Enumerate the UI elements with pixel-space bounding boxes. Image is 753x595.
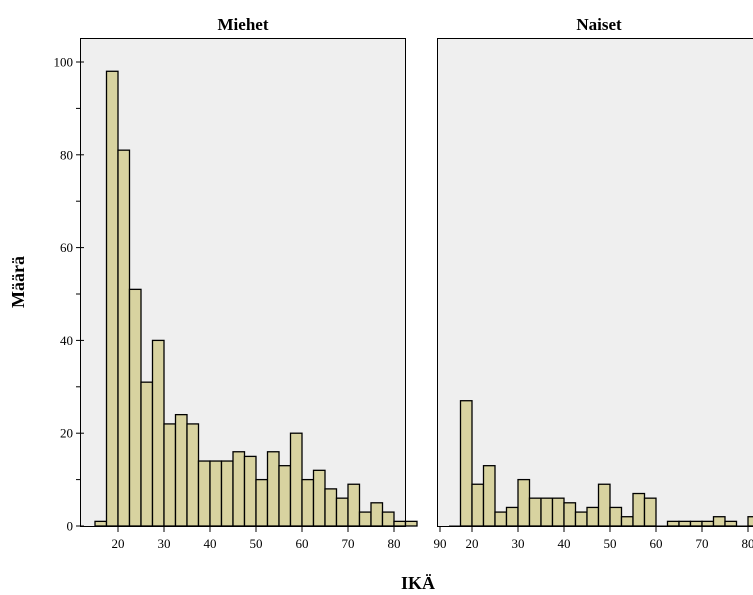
histogram-bar — [620, 516, 634, 527]
x-tick-label: 50 — [250, 536, 263, 551]
histogram-bar — [117, 149, 131, 527]
histogram-bar — [505, 506, 519, 527]
panel-naiset-bars — [449, 400, 753, 527]
histogram-bar — [724, 520, 738, 527]
histogram-bar — [94, 520, 108, 527]
histogram-bar — [404, 520, 418, 527]
y-tick-label: 80 — [60, 147, 73, 162]
histogram-bar — [197, 460, 211, 527]
x-tick-label: 60 — [296, 536, 309, 551]
panel-miehet-title: Miehet — [218, 15, 269, 34]
x-tick-label: 60 — [650, 536, 663, 551]
panel-miehet-x-ticks: 20 30 40 50 60 70 80 90 — [112, 526, 447, 551]
y-tick-label: 100 — [54, 55, 74, 70]
x-tick-label: 20 — [466, 536, 479, 551]
histogram-bar — [151, 339, 165, 527]
histogram-bar — [597, 483, 611, 527]
histogram-bar — [540, 497, 554, 527]
histogram-bar — [209, 460, 223, 527]
histogram-bar — [358, 511, 372, 527]
y-tick-label: 0 — [67, 519, 74, 534]
histogram-bar — [232, 451, 246, 527]
panel-miehet: Miehet 20 30 40 50 60 70 80 90 0 20 40 60 80 100 — [54, 15, 447, 551]
x-tick-label: 90 — [434, 536, 447, 551]
histogram-bar — [347, 483, 361, 527]
histogram-bar — [393, 520, 407, 527]
histogram-bar — [563, 502, 577, 527]
panel-naiset-plot-area — [437, 38, 753, 527]
histogram-bar — [324, 488, 338, 527]
histogram-bar — [243, 455, 257, 527]
histogram-bar — [220, 460, 234, 527]
histogram-bar — [482, 465, 496, 527]
histogram-bar — [632, 492, 646, 527]
histogram-bar — [312, 469, 326, 527]
histogram-bar — [128, 288, 142, 527]
y-tick-label: 40 — [60, 333, 73, 348]
histogram-bar — [609, 506, 623, 527]
histogram-bar — [301, 478, 315, 527]
histogram-bar — [689, 520, 703, 527]
histogram-bar — [266, 451, 280, 527]
histogram-bar — [278, 465, 292, 527]
histogram-bar — [701, 520, 715, 527]
histogram-bar — [186, 423, 200, 527]
histogram-bar — [140, 381, 154, 527]
panel-miehet-bars — [94, 70, 418, 527]
histogram-bar — [381, 511, 395, 527]
histogram-bar — [747, 516, 753, 527]
histogram-bar — [471, 483, 485, 527]
y-axis-title: Määrä — [8, 256, 28, 308]
histogram-bar — [494, 511, 508, 527]
x-tick-label: 40 — [204, 536, 217, 551]
histogram-bar — [174, 413, 188, 527]
panel-naiset: Naiset 20 30 40 50 60 70 80 90 — [437, 15, 753, 551]
y-tick-label: 60 — [60, 240, 73, 255]
histogram-bar — [574, 511, 588, 527]
histogram-bar — [289, 432, 303, 527]
histogram-bar — [517, 478, 531, 527]
panel-miehet-y-ticks: 0 20 40 60 80 100 — [54, 55, 84, 534]
histogram-bar — [678, 520, 692, 527]
x-axis-title: IKÄ — [401, 573, 435, 593]
x-tick-label: 70 — [342, 536, 355, 551]
histogram-bar — [163, 423, 177, 527]
x-tick-label: 40 — [558, 536, 571, 551]
histogram-bar — [370, 502, 384, 527]
histogram-bar — [586, 506, 600, 527]
y-tick-label: 20 — [60, 426, 73, 441]
histogram-bar — [551, 497, 565, 527]
histogram-bar — [105, 70, 119, 527]
x-tick-label: 80 — [742, 536, 753, 551]
histogram-bar — [643, 497, 657, 527]
histogram-bar — [335, 497, 349, 527]
histogram-bar — [459, 400, 473, 527]
x-tick-label: 50 — [604, 536, 617, 551]
x-tick-label: 30 — [158, 536, 171, 551]
x-tick-label: 70 — [696, 536, 709, 551]
x-tick-label: 20 — [112, 536, 125, 551]
histogram-bar — [255, 478, 269, 527]
panel-naiset-title: Naiset — [576, 15, 622, 34]
histogram-bar — [666, 520, 680, 527]
x-tick-label: 80 — [388, 536, 401, 551]
histogram-bar — [712, 516, 726, 527]
x-tick-label: 30 — [512, 536, 525, 551]
histogram-bar — [528, 497, 542, 527]
